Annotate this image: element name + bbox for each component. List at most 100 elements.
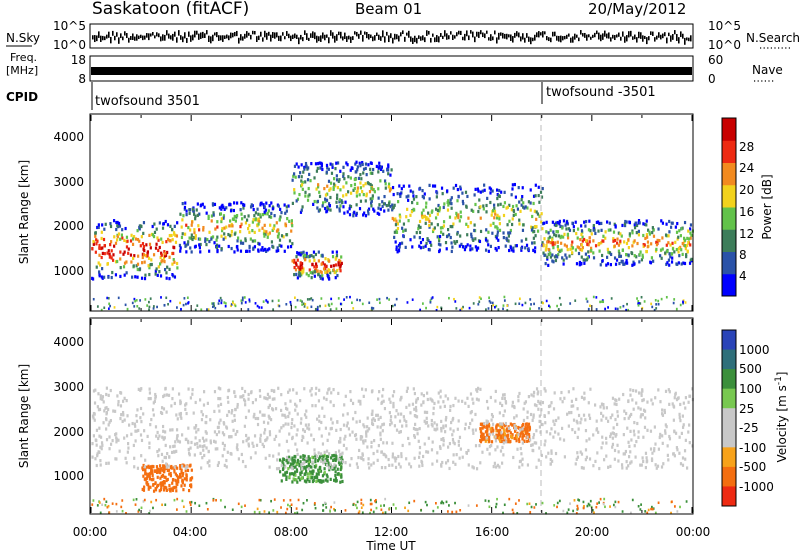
power-cell — [421, 194, 424, 199]
velocity-cell — [425, 450, 428, 454]
velocity-cell — [440, 429, 443, 433]
velocity-cell — [298, 478, 302, 482]
power-cell — [529, 188, 532, 192]
power-cell — [380, 165, 383, 169]
velocity-cell — [414, 422, 417, 426]
power-cell — [317, 273, 320, 277]
velocity-cell — [236, 443, 239, 447]
velocity-cell — [152, 489, 156, 493]
velocity-cell — [182, 463, 185, 467]
power-cell — [488, 186, 491, 190]
power-cell — [683, 244, 686, 248]
velocity-cell — [292, 465, 296, 469]
power-cell — [371, 171, 374, 175]
power-cell — [200, 308, 203, 311]
power-cell — [506, 205, 509, 209]
power-cell — [229, 203, 232, 207]
velocity-cell — [405, 457, 408, 461]
power-cell — [333, 270, 336, 275]
velocity-cell — [529, 438, 532, 442]
velocity-cell — [368, 466, 371, 470]
power-cell — [527, 200, 531, 204]
velocity-cell — [201, 413, 205, 417]
power-cell — [131, 301, 134, 305]
power-cell — [98, 270, 101, 274]
power-cell — [445, 247, 448, 251]
velocity-cell — [180, 416, 183, 420]
power-cell — [533, 241, 536, 245]
power-cell — [362, 192, 365, 197]
noise-sample — [122, 36, 124, 41]
power-cell — [367, 207, 371, 211]
velocity-cell — [508, 497, 511, 501]
velocity-cell — [502, 436, 505, 440]
velocity-cell — [605, 416, 608, 420]
power-cell — [329, 162, 332, 166]
power-cell — [456, 187, 459, 192]
velocity-cell — [681, 456, 685, 460]
noise-right-tick-bottom: 10^0 — [708, 38, 741, 52]
power-cell — [637, 229, 640, 233]
velocity-cell — [123, 418, 126, 422]
noise-sample — [224, 35, 226, 39]
velocity-cell — [270, 499, 273, 503]
velocity-cell — [162, 394, 165, 399]
power-cell — [282, 235, 285, 239]
noise-sample — [124, 31, 126, 36]
velocity-cell — [175, 508, 178, 511]
power-cell — [230, 304, 233, 308]
power-cell — [612, 237, 615, 241]
power-cell — [638, 253, 641, 257]
power-cell — [541, 243, 544, 247]
velocity-cell — [255, 443, 259, 447]
power-cell — [100, 236, 103, 241]
velocity-cell — [517, 437, 521, 441]
velocity-cell — [305, 465, 309, 469]
velocity-cell — [176, 417, 179, 421]
power-cell — [370, 186, 373, 190]
velocity-cell — [464, 401, 467, 405]
power-cell — [342, 185, 345, 189]
power-cell — [190, 223, 193, 227]
noise-sample — [238, 37, 240, 44]
velocity-cell — [305, 480, 308, 484]
power-cell — [211, 235, 215, 239]
power-cell — [495, 248, 498, 252]
noise-sample — [188, 31, 190, 37]
power-cell — [194, 308, 197, 312]
velocity-cell — [520, 431, 524, 435]
power-cell — [261, 226, 264, 230]
velocity-cell — [323, 450, 326, 455]
velocity-cell — [571, 428, 574, 432]
velocity-cell — [284, 402, 287, 406]
velocity-cell — [201, 456, 204, 460]
power-cell — [578, 246, 581, 250]
power-cell — [294, 305, 297, 309]
noise-sample — [568, 33, 570, 37]
noise-sample — [328, 37, 330, 44]
power-cell — [358, 161, 361, 165]
velocity-cell — [588, 416, 592, 420]
noise-sample — [324, 34, 326, 41]
power-cell — [659, 254, 662, 258]
power-cell — [382, 169, 385, 173]
power-cell — [175, 261, 179, 266]
power-cell — [154, 246, 158, 250]
power-cell — [655, 243, 659, 247]
velocity-cell — [244, 403, 247, 407]
velocity-cell — [371, 418, 374, 422]
velocity-cell — [223, 463, 226, 467]
velocity-cell — [131, 421, 134, 426]
power-cell — [311, 298, 314, 302]
power-cell — [270, 240, 274, 244]
power-cell — [499, 202, 502, 206]
power-cell — [295, 272, 298, 277]
velocity-cell — [611, 431, 614, 435]
power-cell — [418, 236, 421, 240]
velocity-cell — [272, 509, 275, 512]
power-cell — [157, 248, 160, 253]
velocity-cell — [326, 475, 329, 479]
velocity-cell — [583, 396, 586, 400]
velocity-cell — [140, 454, 143, 458]
velocity-cell — [163, 480, 166, 484]
